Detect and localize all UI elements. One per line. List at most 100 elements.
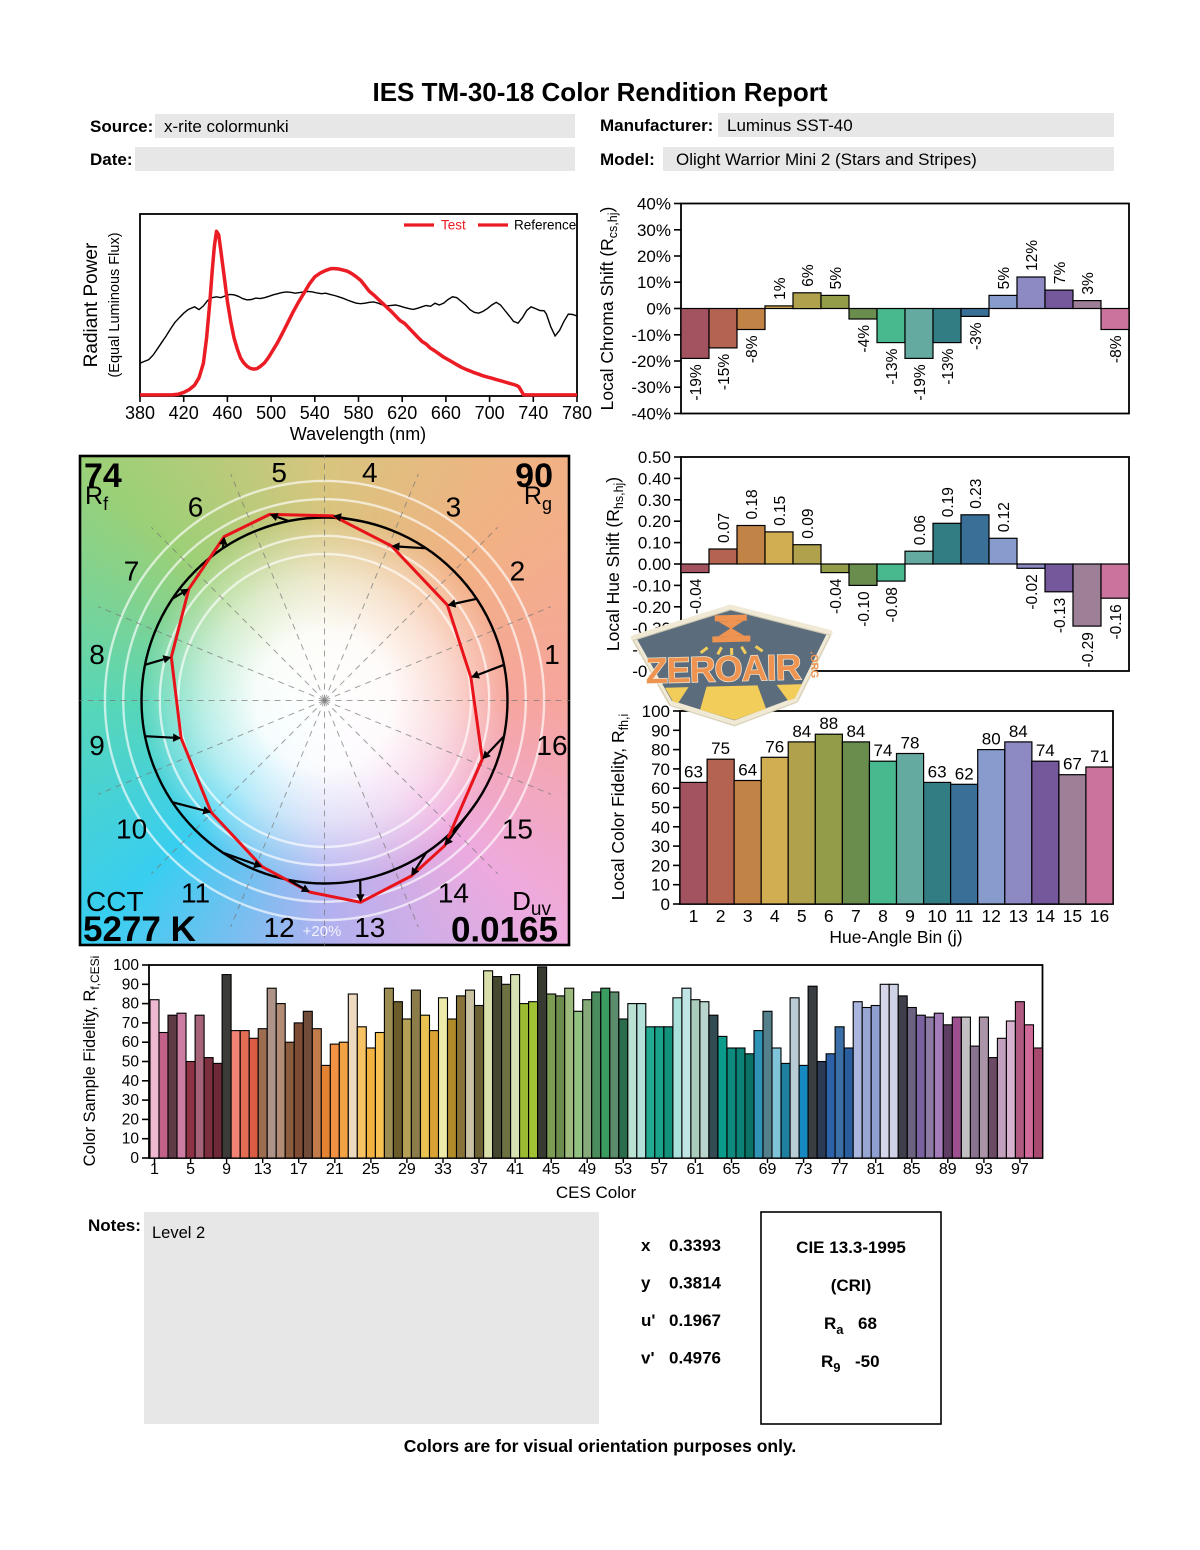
- svg-text:90: 90: [515, 457, 553, 495]
- svg-text:14: 14: [1036, 906, 1056, 926]
- svg-text:81: 81: [867, 1161, 885, 1178]
- svg-text:84: 84: [846, 722, 865, 741]
- svg-text:74: 74: [84, 457, 122, 495]
- svg-text:0.10: 0.10: [638, 534, 671, 553]
- svg-text:5: 5: [186, 1161, 195, 1178]
- svg-text:-0.04: -0.04: [828, 578, 845, 614]
- svg-text:10: 10: [651, 876, 670, 895]
- svg-text:7: 7: [124, 556, 140, 587]
- svg-text:Luminus SST-40: Luminus SST-40: [727, 116, 853, 135]
- svg-text:1: 1: [544, 639, 560, 670]
- svg-text:20: 20: [122, 1111, 140, 1128]
- svg-text:85: 85: [903, 1161, 921, 1178]
- svg-text:30: 30: [122, 1092, 140, 1109]
- svg-text:74: 74: [1036, 741, 1055, 760]
- svg-text:Notes:: Notes:: [88, 1216, 141, 1235]
- svg-text:68: 68: [858, 1314, 877, 1333]
- svg-text:10: 10: [116, 813, 147, 844]
- svg-text:IES TM-30-18 Color Rendition R: IES TM-30-18 Color Rendition Report: [372, 77, 827, 107]
- svg-text:780: 780: [562, 403, 592, 423]
- svg-text:-0.10: -0.10: [632, 576, 671, 595]
- svg-text:75: 75: [711, 739, 730, 758]
- svg-text:63: 63: [684, 762, 703, 781]
- svg-text:12: 12: [264, 912, 295, 943]
- svg-text:-8%: -8%: [1108, 335, 1125, 363]
- svg-text:x-rite colormunki: x-rite colormunki: [164, 117, 289, 136]
- svg-text:-10%: -10%: [631, 326, 671, 345]
- svg-text:ZEROAIR: ZEROAIR: [645, 646, 802, 691]
- svg-text:40: 40: [651, 818, 670, 837]
- svg-text:v': v': [641, 1349, 655, 1368]
- svg-text:100: 100: [642, 702, 670, 721]
- svg-text:33: 33: [434, 1161, 452, 1178]
- svg-text:540: 540: [300, 403, 330, 423]
- svg-text:0.50: 0.50: [638, 448, 671, 467]
- svg-text:380: 380: [125, 403, 155, 423]
- svg-text:0.09: 0.09: [800, 509, 817, 539]
- svg-text:57: 57: [650, 1161, 668, 1178]
- svg-text:Ra: Ra: [824, 1314, 844, 1337]
- svg-text:0.18: 0.18: [744, 489, 761, 519]
- svg-text:15: 15: [1063, 906, 1082, 926]
- svg-text:10: 10: [122, 1131, 140, 1148]
- svg-text:Date:: Date:: [90, 150, 133, 169]
- svg-text:0.20: 0.20: [638, 512, 671, 531]
- svg-text:13: 13: [1009, 906, 1028, 926]
- svg-text:x: x: [641, 1236, 651, 1255]
- svg-text:0.06: 0.06: [912, 515, 929, 545]
- svg-text:0.3814: 0.3814: [669, 1274, 722, 1293]
- svg-text:0.23: 0.23: [968, 479, 985, 509]
- svg-text:-30%: -30%: [631, 378, 671, 397]
- svg-text:0.1967: 0.1967: [669, 1311, 721, 1330]
- svg-text:14: 14: [438, 877, 469, 908]
- svg-text:8: 8: [878, 906, 888, 926]
- svg-text:21: 21: [326, 1161, 344, 1178]
- svg-text:29: 29: [398, 1161, 416, 1178]
- svg-text:69: 69: [759, 1161, 777, 1178]
- svg-text:12%: 12%: [1024, 240, 1041, 271]
- svg-text:0.40: 0.40: [638, 469, 671, 488]
- svg-text:(Equal Luminous Flux): (Equal Luminous Flux): [107, 232, 123, 377]
- svg-text:80: 80: [982, 730, 1001, 749]
- svg-text:Radiant Power: Radiant Power: [81, 242, 102, 367]
- svg-text:63: 63: [928, 762, 947, 781]
- svg-text:460: 460: [212, 403, 242, 423]
- svg-text:8: 8: [89, 639, 105, 670]
- svg-text:700: 700: [475, 403, 505, 423]
- svg-text:84: 84: [792, 722, 811, 741]
- svg-text:0%: 0%: [646, 300, 671, 319]
- svg-text:41: 41: [506, 1161, 524, 1178]
- svg-text:76: 76: [765, 737, 784, 756]
- svg-text:65: 65: [723, 1161, 741, 1178]
- svg-text:100: 100: [113, 957, 139, 974]
- svg-text:Local Color Fidelity, Rfh,i: Local Color Fidelity, Rfh,i: [608, 714, 631, 901]
- svg-text:53: 53: [614, 1161, 632, 1178]
- svg-text:9: 9: [89, 730, 105, 761]
- svg-text:5%: 5%: [996, 267, 1013, 290]
- svg-text:Hue-Angle Bin (j): Hue-Angle Bin (j): [829, 927, 962, 947]
- svg-text:15: 15: [502, 813, 533, 844]
- svg-text:740: 740: [518, 403, 548, 423]
- svg-text:25: 25: [362, 1161, 380, 1178]
- svg-text:17: 17: [290, 1161, 308, 1178]
- svg-text:40%: 40%: [637, 195, 671, 214]
- svg-text:(CRI): (CRI): [831, 1276, 872, 1295]
- svg-text:60: 60: [122, 1034, 140, 1051]
- svg-text:70: 70: [122, 1015, 140, 1032]
- svg-text:90: 90: [651, 721, 670, 740]
- svg-text:70: 70: [651, 760, 670, 779]
- svg-text:-0.16: -0.16: [1108, 604, 1125, 639]
- svg-text:500: 500: [256, 403, 286, 423]
- svg-text:Model:: Model:: [600, 150, 655, 169]
- svg-text:Reference: Reference: [514, 218, 576, 233]
- svg-text:4: 4: [770, 906, 780, 926]
- svg-text:16: 16: [536, 730, 567, 761]
- svg-text:420: 420: [169, 403, 199, 423]
- svg-text:-0.10: -0.10: [856, 591, 873, 627]
- svg-text:3: 3: [446, 492, 462, 523]
- svg-text:6: 6: [188, 492, 204, 523]
- svg-text:73: 73: [795, 1161, 813, 1178]
- svg-text:3%: 3%: [1080, 272, 1097, 295]
- svg-text:-0.29: -0.29: [1080, 632, 1097, 667]
- svg-text:-4%: -4%: [856, 325, 873, 353]
